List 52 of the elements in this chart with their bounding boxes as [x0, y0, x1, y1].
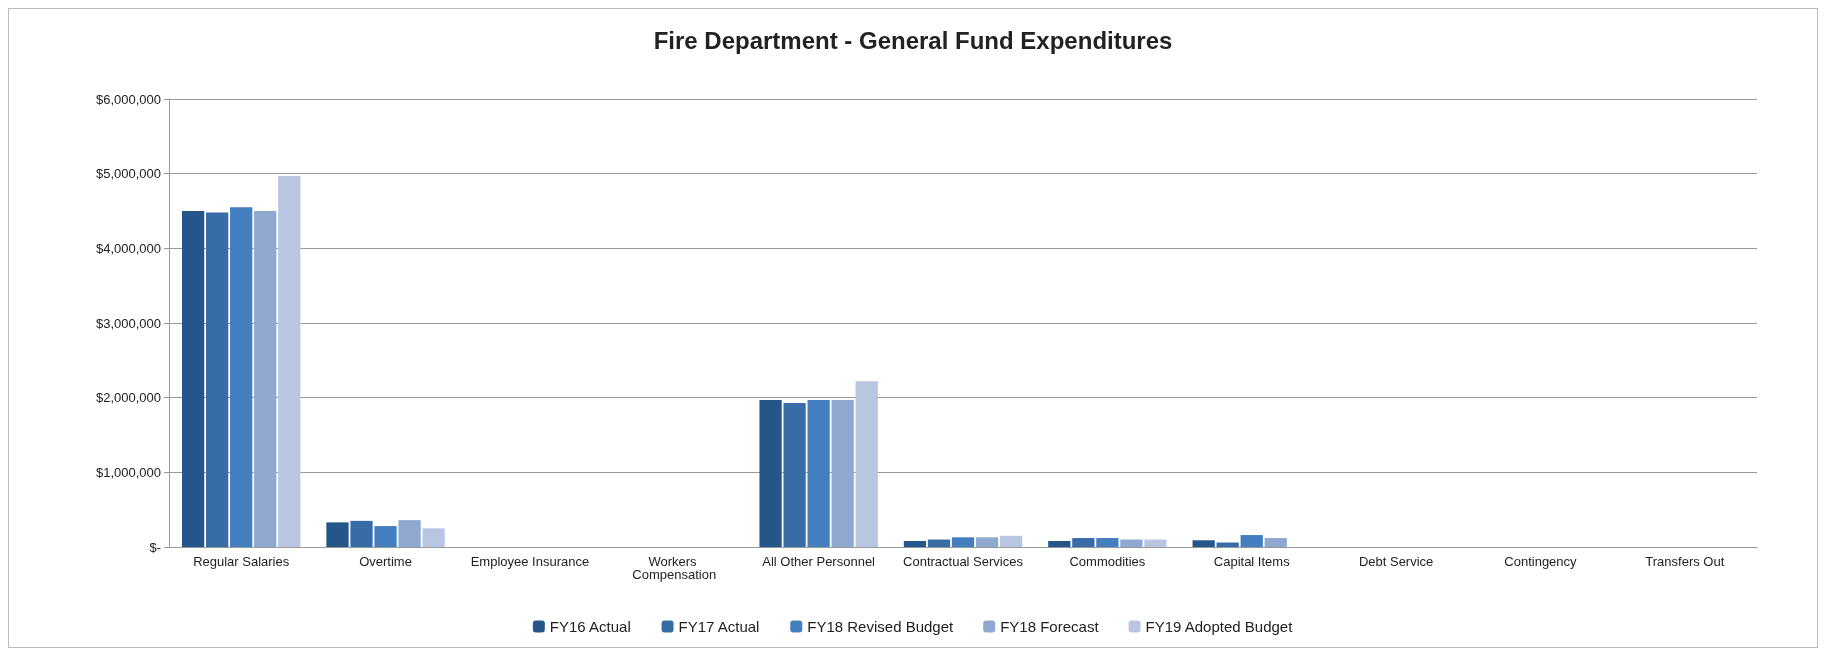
- bar: [374, 526, 397, 547]
- y-tick-label: $4,000,000: [95, 240, 161, 256]
- legend-label: FY17 Actual: [678, 618, 760, 635]
- x-tick-label: Contractual Services: [903, 554, 1024, 569]
- bar: [254, 211, 277, 547]
- bar: [999, 535, 1023, 547]
- bar: [855, 381, 878, 547]
- bar: [1240, 535, 1263, 547]
- bar: [927, 539, 951, 547]
- x-tick-label: Regular Salaries: [193, 554, 290, 569]
- bar: [230, 207, 253, 547]
- legend-label: FY16 Actual: [549, 618, 631, 635]
- x-tick-label: Capital Items: [1213, 554, 1291, 569]
- x-tick-label: Contingency: [1504, 554, 1578, 569]
- bar: [975, 537, 999, 547]
- bar: [951, 537, 975, 547]
- y-tick-label: $1,000,000: [95, 464, 161, 480]
- bar: [398, 520, 421, 547]
- legend-label: FY18 Revised Budget: [807, 618, 955, 635]
- bar: [1144, 539, 1167, 547]
- x-tick-label: All Other Personnel: [762, 554, 876, 569]
- x-tick-label: Workers Compensation: [632, 554, 717, 582]
- bar: [831, 399, 854, 547]
- x-tick-label: Transfers Out: [1645, 554, 1725, 569]
- chart-title: Fire Department - General Fund Expenditures: [653, 26, 1173, 54]
- x-tick-label: Debt Service: [1358, 554, 1434, 569]
- legend-label: FY18 Forecast: [1000, 618, 1100, 635]
- bar: [181, 211, 205, 547]
- y-tick-label: $6,000,000: [95, 91, 161, 107]
- bar: [422, 528, 445, 547]
- bar: [326, 522, 349, 547]
- legend-label: FY19 Adopted Budget: [1145, 618, 1294, 635]
- bar: [783, 402, 806, 547]
- bar: [350, 520, 373, 547]
- bar: [903, 541, 927, 547]
- x-tick-label: Overtime: [359, 554, 412, 569]
- x-tick-label: Commodities: [1069, 554, 1146, 569]
- bar: [807, 399, 830, 547]
- bar: [1264, 538, 1287, 547]
- x-tick-label: Employee Insurance: [470, 554, 590, 569]
- bar: [1096, 538, 1119, 547]
- bar: [759, 399, 782, 547]
- bar: [1072, 538, 1095, 547]
- bar: [206, 212, 229, 547]
- bar: [1048, 541, 1071, 547]
- bar: [1192, 540, 1215, 547]
- bar: [1120, 539, 1143, 547]
- bar: [278, 175, 301, 547]
- y-tick-label: $3,000,000: [95, 315, 161, 331]
- y-tick-label: $5,000,000: [95, 166, 161, 182]
- y-tick-label: $2,000,000: [95, 390, 161, 406]
- y-tick-label: $-: [149, 539, 161, 555]
